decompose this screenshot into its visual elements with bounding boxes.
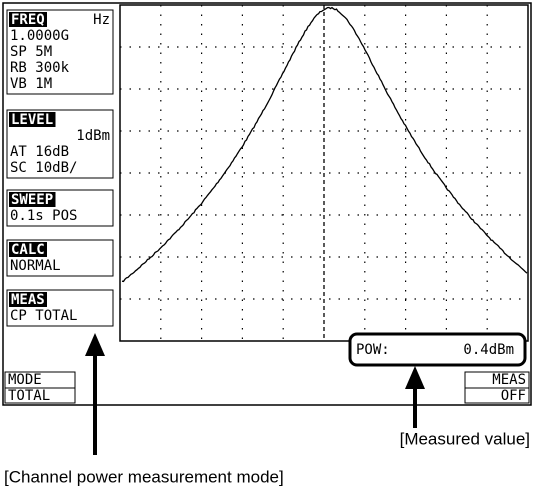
panel-line: 1.0000G: [10, 28, 69, 44]
panel-box: [6, 239, 114, 277]
panel-title-bg: [9, 112, 56, 127]
panel-line: RB 300k: [10, 60, 70, 76]
annotation: [Channel power measurement mode]: [4, 467, 284, 486]
panel-line: VB 1M: [10, 76, 52, 92]
panel-title-bg: [9, 192, 56, 207]
panel-unit: Hz: [93, 12, 110, 28]
trace: [121, 6, 528, 283]
panel-line: AT 16dB: [10, 144, 69, 160]
panel-line: SC 10dB/: [10, 160, 77, 176]
softkey-right-value: OFF: [501, 388, 526, 404]
panel-title-bg: [9, 292, 47, 307]
softkey-left-label: MODE: [8, 372, 42, 388]
readout-value: 0.4dBm: [463, 342, 514, 358]
readout-box: [348, 332, 527, 367]
softkey-right-label: MEAS: [492, 372, 526, 388]
grid: [120, 5, 528, 341]
panel-box: [6, 289, 114, 327]
panel-title-bg: [9, 242, 47, 257]
readout-label: POW:: [356, 342, 390, 358]
panel-line: SP 5M: [10, 44, 52, 60]
panel-title: SWEEP: [11, 192, 53, 208]
annotation: [Measured value]: [400, 429, 530, 448]
arrow-head: [85, 333, 105, 356]
panel-line: CP TOTAL: [10, 308, 77, 324]
panel-title: MEAS: [11, 292, 45, 308]
panel-title: LEVEL: [11, 112, 53, 128]
panel-box: [6, 109, 114, 179]
panel-line: NORMAL: [10, 258, 61, 274]
panel-title: FREQ: [11, 12, 45, 28]
panel-box: [6, 9, 114, 95]
panel-box: [6, 189, 114, 227]
panel-title-bg: [9, 12, 47, 27]
softkey-left-value: TOTAL: [8, 388, 50, 404]
arrow-head: [405, 366, 425, 389]
panel-line: 0.1s POS: [10, 208, 77, 224]
panel-title: CALC: [11, 242, 45, 258]
panel-line: 1dBm: [76, 128, 110, 144]
